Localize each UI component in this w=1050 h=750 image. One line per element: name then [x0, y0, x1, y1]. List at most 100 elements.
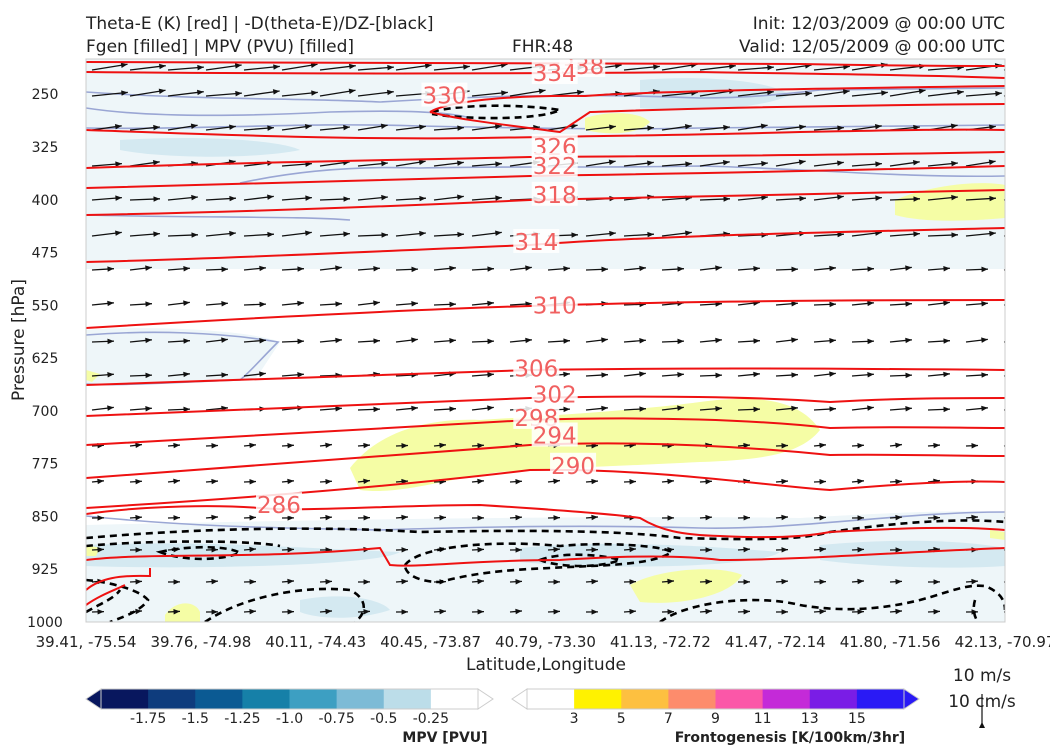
y-tick-label: 625	[32, 351, 59, 367]
wind-arrow-head	[837, 125, 844, 131]
wind-arrow-head	[1019, 302, 1026, 307]
y-tick-label: 250	[32, 87, 59, 103]
wind-arrow-head	[685, 230, 692, 236]
wind-arrow-head	[477, 546, 484, 553]
wind-arrow-head	[989, 195, 996, 202]
wind-arrow-head	[401, 547, 408, 553]
wind-arrow-head	[791, 372, 798, 378]
wind-arrow-head	[905, 301, 912, 307]
wind-arrow-head	[639, 371, 646, 377]
wind-arrow-head	[677, 372, 684, 378]
wind-arrow-head	[267, 231, 274, 238]
wind-arrow-head	[211, 443, 218, 449]
wind-arrow-head	[829, 406, 836, 412]
wind-arrow-head	[387, 89, 394, 96]
wind-arrow-head	[115, 161, 122, 167]
mpv-colorbar-segment	[336, 689, 385, 709]
wind-arrow-head	[791, 266, 798, 273]
wind-arrow-head	[152, 160, 160, 166]
wind-arrow-head	[943, 406, 950, 413]
theta-e-label: 334	[533, 61, 577, 87]
wind-arrow-head	[97, 546, 104, 553]
wind-arrow-head	[173, 442, 180, 449]
wind-arrow-head	[387, 64, 394, 71]
wind-arrow-head	[647, 160, 654, 166]
y-axis-label: Pressure [hPa]	[9, 279, 29, 401]
forecast-hour: FHR:48	[512, 37, 574, 57]
wind-arrow-head	[325, 608, 332, 615]
wind-arrow-head	[563, 371, 570, 378]
wind-arrow-head	[401, 443, 408, 449]
wind-arrow-head	[1019, 371, 1026, 376]
wind-arrow-head	[273, 64, 280, 70]
x-axis: 39.41, -75.54 39.76, -74.98 40.11, -74.43 4…	[36, 633, 1050, 651]
wind-arrow-head	[951, 232, 958, 238]
wind-arrow-head	[857, 609, 864, 615]
wind-arrow-head	[729, 63, 736, 70]
wind-arrow-head	[401, 609, 408, 615]
wind-arrow-head	[639, 406, 646, 412]
mpv-colorbar-tick: -0.5	[370, 711, 397, 727]
wind-arrow-head	[563, 266, 570, 272]
wind-arrow-head	[723, 124, 730, 131]
wind-arrow-head	[667, 478, 674, 485]
y-tick-label: 400	[32, 193, 59, 209]
wind-arrow-head	[373, 300, 380, 306]
wind-arrow-head	[943, 266, 950, 272]
wind-arrow-shaft	[1003, 95, 1005, 97]
wind-arrow-head	[107, 338, 114, 345]
wind-arrow-shaft	[1003, 304, 1005, 306]
wind-arrow-head	[135, 514, 142, 521]
mpv-colorbar-tick: -0.25	[413, 711, 449, 727]
wind-arrow-head	[995, 90, 1002, 97]
wind-arrow-head	[135, 578, 142, 585]
wind-arrow-head	[1033, 89, 1040, 94]
wind-arrow-head	[183, 406, 190, 413]
wind-arrow-head	[875, 195, 882, 201]
wind-arrow-head	[895, 578, 902, 585]
wind-arrow-head	[515, 478, 522, 485]
y-tick-label: 325	[32, 140, 59, 156]
theta-e-label: 322	[533, 154, 577, 180]
wind-arrow-head	[211, 609, 218, 615]
wind-arrow-head	[183, 371, 190, 378]
theta-e-label: 306	[514, 357, 558, 383]
wind-arrow-head	[601, 266, 608, 273]
wind-arrow-head	[380, 123, 388, 129]
mpv-colorbar-segment	[195, 689, 243, 709]
wind-arrow-shaft	[1003, 129, 1005, 131]
wind-arrow-head	[905, 406, 912, 412]
mpv-colorbar-tick: -1.75	[130, 711, 166, 727]
wind-arrow-head	[989, 230, 996, 237]
wind-arrow-head	[229, 124, 236, 130]
wind-arrow-head	[197, 89, 204, 96]
wind-arrow-head	[577, 89, 584, 96]
wind-arrow-head	[363, 515, 370, 521]
wind-arrow-head	[791, 405, 798, 412]
wind-arrow-head	[988, 159, 996, 165]
wind-arrow-head	[449, 406, 456, 412]
wind-arrow-head	[525, 265, 532, 271]
wind-arrow-head	[1019, 266, 1026, 271]
wind-arrow-head	[449, 301, 456, 308]
wind-arrow-shaft	[1003, 549, 1005, 551]
x-tick-label: 42.13, -70.97	[955, 633, 1050, 651]
wind-arrow-head	[229, 195, 236, 202]
wind-arrow-head	[348, 88, 356, 94]
wind-arrow-head	[235, 90, 242, 97]
wind-arrow-head	[190, 123, 198, 129]
wind-arrow-head	[183, 300, 190, 306]
wind-arrow-head	[304, 124, 312, 130]
wind-arrow-head	[325, 442, 332, 449]
wind-arrow-head	[705, 578, 712, 585]
wind-arrow-head	[781, 443, 788, 449]
wind-arrow-head	[1027, 232, 1034, 237]
wind-arrow-head	[553, 515, 560, 521]
wind-arrow-head	[913, 196, 920, 202]
theta-e-label-bg	[550, 452, 597, 477]
wind-arrow-head	[411, 301, 418, 307]
wind-arrow-head	[424, 63, 432, 69]
wind-arrow-head	[913, 124, 920, 131]
wind-arrow-head	[842, 89, 850, 95]
wind-arrow-head	[373, 406, 380, 413]
